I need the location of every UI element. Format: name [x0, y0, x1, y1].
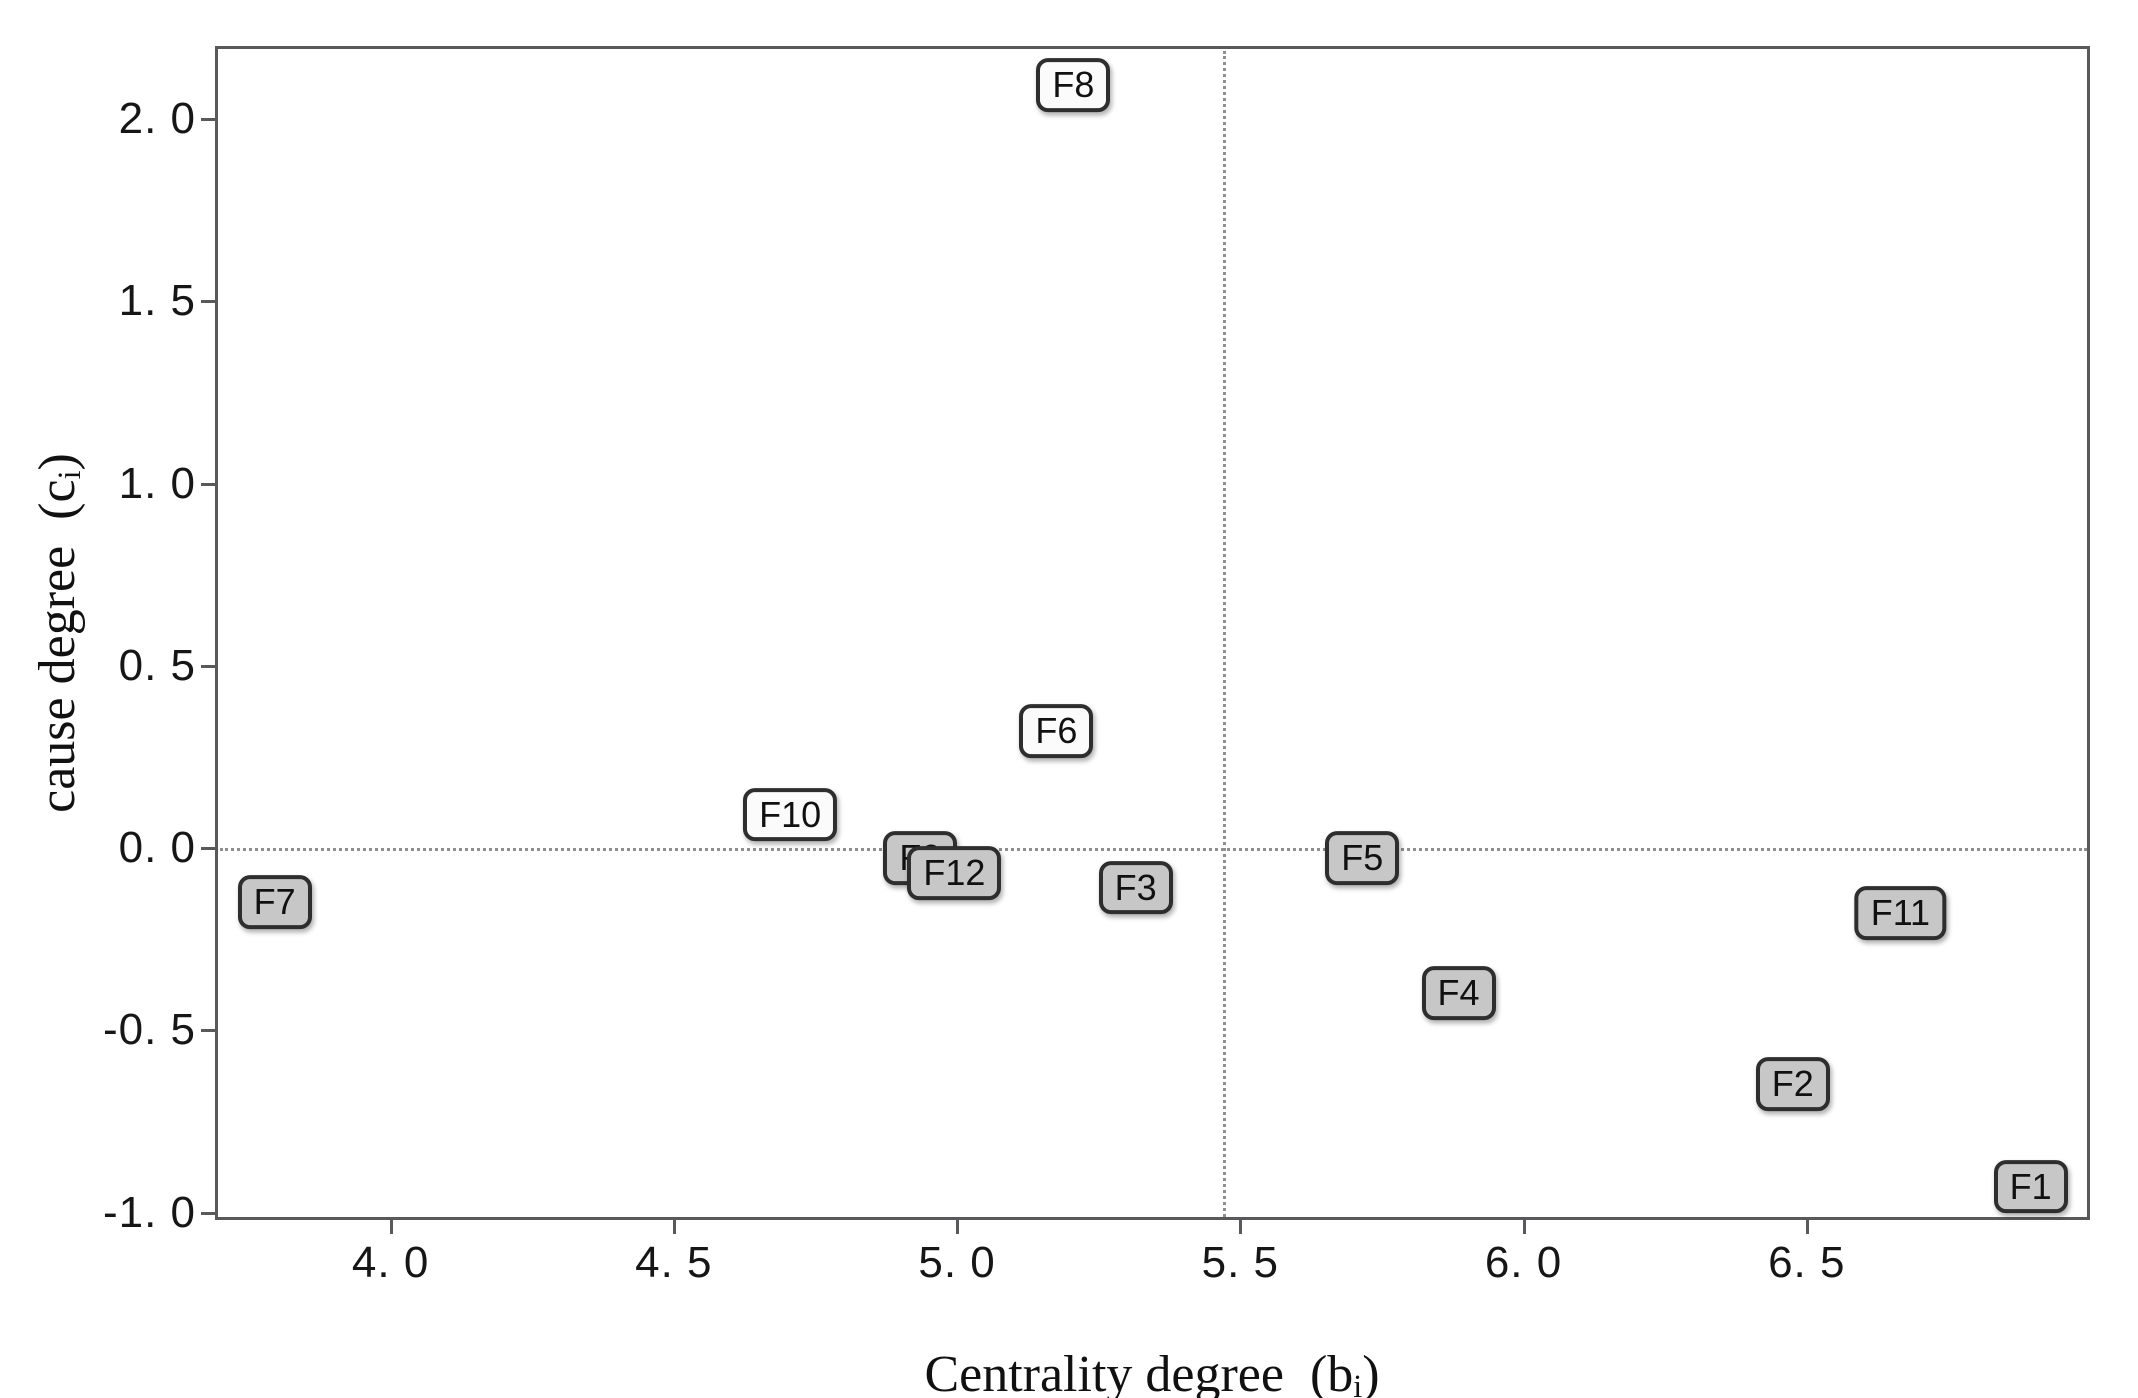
- x-tick-label: 5. 5: [1201, 1238, 1279, 1287]
- point-F2: F2: [1755, 1057, 1830, 1112]
- y-tick-label: -0. 5: [102, 1005, 196, 1055]
- point-F5: F5: [1325, 831, 1400, 886]
- y-tick-label: -1. 0: [102, 1187, 196, 1237]
- x-tick-label: 4. 5: [635, 1238, 713, 1287]
- point-F8: F8: [1036, 58, 1111, 113]
- y-tick-label: 0. 0: [118, 823, 196, 873]
- x-axis-title-text: Centrality degree (b: [924, 1346, 1354, 1398]
- point-F3: F3: [1098, 860, 1173, 915]
- y-tick-mark: [201, 482, 215, 486]
- x-tick-mark: [1239, 1220, 1243, 1234]
- x-tick-label: 5. 0: [918, 1238, 996, 1287]
- y-tick-mark: [201, 847, 215, 851]
- point-F4: F4: [1421, 966, 1496, 1021]
- x-tick-mark: [1805, 1220, 1809, 1234]
- point-F12: F12: [907, 846, 1002, 900]
- x-axis-title: Centrality degree (bi): [924, 1345, 1379, 1398]
- y-tick-mark: [201, 300, 215, 304]
- x-axis-title-suffix: ): [1362, 1346, 1380, 1398]
- y-axis-title-text: cause degree (c: [29, 479, 87, 813]
- point-F7: F7: [237, 875, 312, 930]
- plot-area: F1F2F3F4F5F6F7F8F9F10F11F12: [215, 46, 2090, 1220]
- zero-cause-degree-line: [220, 848, 2087, 852]
- y-tick-label: 1. 0: [118, 458, 196, 508]
- y-tick-mark: [201, 1029, 215, 1033]
- point-F6: F6: [1019, 703, 1094, 758]
- y-axis-title: cause degree (ci): [28, 453, 88, 813]
- mean-centrality-line: [1223, 51, 1227, 1217]
- x-tick-mark: [389, 1220, 393, 1234]
- x-tick-mark: [672, 1220, 676, 1234]
- x-tick-label: 6. 0: [1484, 1238, 1563, 1287]
- x-tick-label: 4. 0: [351, 1238, 430, 1287]
- y-tick-label: 1. 5: [118, 276, 196, 326]
- y-tick-label: 0. 5: [118, 640, 196, 690]
- x-tick-label: 6. 5: [1768, 1238, 1846, 1287]
- y-tick-mark: [201, 117, 215, 121]
- x-axis-subscript: i: [1353, 1367, 1363, 1398]
- y-tick-mark: [201, 664, 215, 668]
- point-F10: F10: [743, 787, 838, 842]
- y-tick-label: 2. 0: [118, 93, 196, 143]
- x-tick-mark: [1522, 1220, 1526, 1234]
- y-axis-subscript: i: [50, 470, 87, 480]
- y-tick-mark: [201, 1211, 215, 1215]
- y-axis-title-suffix: ): [29, 453, 87, 471]
- point-F11: F11: [1854, 886, 1947, 940]
- x-tick-mark: [956, 1220, 960, 1234]
- point-F1: F1: [1993, 1159, 2068, 1214]
